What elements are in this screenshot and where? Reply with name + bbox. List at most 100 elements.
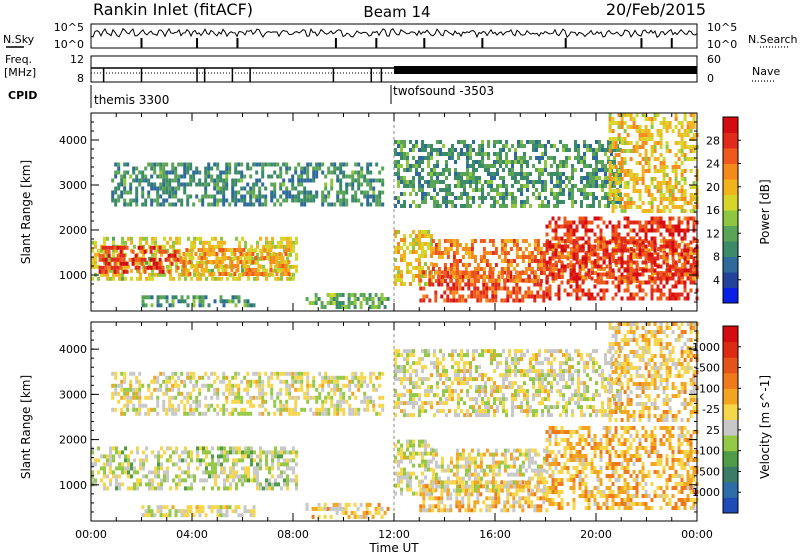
data-cell	[128, 257, 132, 262]
data-cell	[246, 383, 250, 388]
data-cell	[617, 280, 621, 285]
data-cell	[418, 274, 421, 278]
data-cell	[368, 297, 372, 301]
data-cell	[184, 458, 187, 463]
data-cell	[683, 272, 687, 277]
data-cell	[274, 268, 277, 273]
data-cell	[150, 395, 154, 400]
data-cell	[490, 176, 493, 180]
data-cell	[271, 272, 274, 277]
data-cell	[674, 113, 678, 117]
data-cell	[123, 375, 127, 380]
data-cell	[451, 148, 454, 152]
data-cell	[342, 198, 346, 203]
data-cell	[295, 474, 298, 479]
data-cell	[353, 305, 357, 309]
data-cell	[578, 244, 582, 249]
data-cell	[190, 240, 193, 245]
data-cell	[257, 268, 261, 272]
data-cell	[219, 198, 223, 203]
data-cell	[271, 240, 274, 245]
data-cell	[380, 301, 384, 305]
data-cell	[306, 174, 310, 179]
data-cell	[318, 411, 322, 416]
data-cell	[499, 176, 502, 180]
data-cell	[261, 403, 265, 408]
data-cell	[184, 276, 187, 281]
data-cell	[292, 446, 295, 451]
data-cell	[598, 160, 601, 164]
data-cell	[608, 113, 612, 117]
data-cell	[100, 478, 103, 483]
data-cell	[619, 200, 622, 204]
data-cell	[665, 268, 669, 273]
data-cell	[198, 299, 202, 304]
data-region	[608, 113, 699, 213]
data-cell	[308, 301, 312, 305]
data-cell	[117, 383, 121, 388]
data-cell	[159, 295, 163, 300]
data-cell	[517, 140, 520, 144]
data-cell	[502, 160, 505, 164]
data-cell	[493, 140, 496, 144]
data-cell	[635, 255, 639, 259]
data-cell	[133, 466, 136, 471]
data-cell	[653, 149, 657, 153]
data-cell	[117, 391, 121, 396]
data-cell	[229, 466, 232, 471]
data-cell	[187, 454, 190, 459]
data-cell	[551, 256, 555, 261]
data-cell	[412, 200, 415, 204]
data-cell	[217, 240, 220, 245]
data-cell	[452, 259, 456, 263]
data-cell	[472, 160, 475, 164]
data-cell	[497, 274, 501, 279]
data-cell	[225, 182, 229, 187]
data-cell	[234, 194, 238, 199]
data-cell	[400, 246, 403, 250]
data-cell	[287, 268, 291, 272]
data-cell	[315, 162, 319, 167]
data-cell	[632, 240, 636, 245]
data-cell	[318, 166, 322, 171]
data-cell	[165, 387, 169, 392]
data-cell	[174, 379, 178, 384]
data-cell	[632, 201, 636, 205]
data-cell	[268, 466, 271, 471]
data-cell	[464, 251, 468, 255]
data-cell	[190, 276, 193, 281]
data-cell	[467, 255, 471, 259]
data-cell	[169, 236, 172, 241]
data-cell	[239, 256, 243, 260]
data-cell	[201, 411, 205, 416]
data-cell	[424, 270, 427, 274]
data-cell	[134, 265, 138, 270]
data-cell	[249, 303, 253, 308]
data-cell	[487, 164, 490, 168]
data-cell	[497, 255, 501, 259]
data-cell	[563, 224, 567, 229]
data-cell	[668, 197, 672, 201]
data-cell	[205, 264, 208, 269]
data-cell	[219, 174, 223, 179]
data-cell	[195, 505, 199, 510]
data-cell	[295, 240, 298, 245]
data-cell	[339, 162, 343, 167]
data-cell	[632, 228, 636, 233]
data-cell	[593, 216, 597, 221]
data-cell	[205, 478, 208, 483]
data-cell	[327, 194, 331, 199]
data-cell	[662, 193, 666, 197]
data-cell	[614, 197, 618, 201]
data-cell	[297, 387, 301, 392]
data-cell	[674, 224, 678, 229]
data-cell	[110, 245, 114, 250]
data-cell	[246, 399, 250, 404]
data-cell	[191, 256, 195, 260]
data-cell	[120, 383, 124, 388]
data-cell	[264, 186, 268, 191]
data-cell	[129, 383, 133, 388]
data-cell	[157, 244, 160, 249]
data-cell	[244, 474, 247, 479]
data-cell	[114, 375, 118, 380]
